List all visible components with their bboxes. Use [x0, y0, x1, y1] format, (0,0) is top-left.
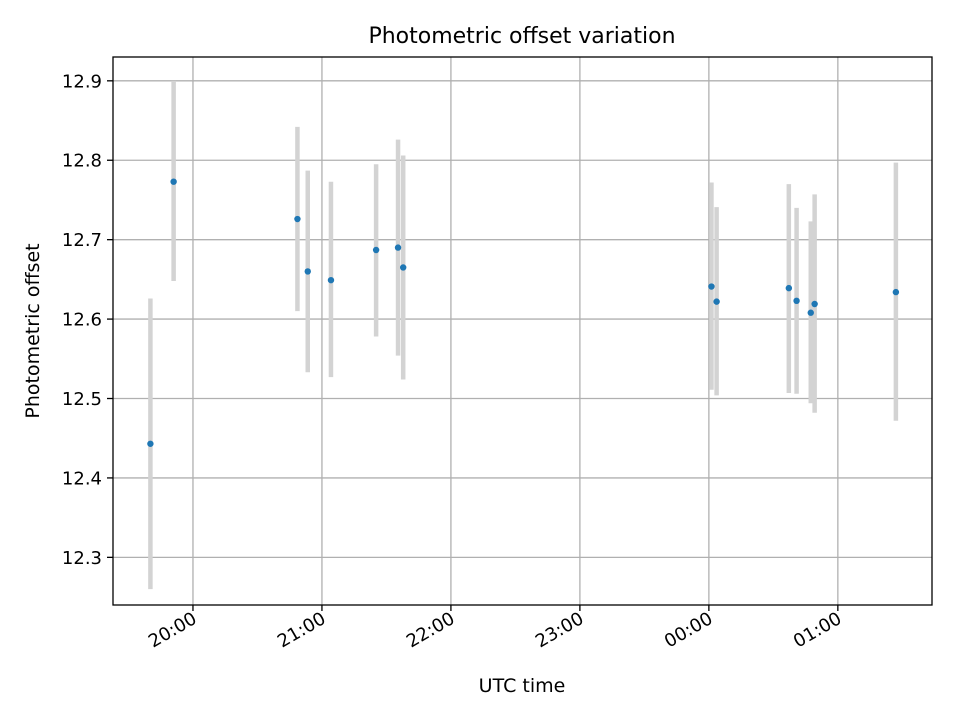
data-point	[807, 309, 814, 316]
plot-area-frame	[112, 56, 933, 606]
data-points	[147, 178, 900, 447]
y-tick-label: 12.9	[62, 71, 102, 92]
y-tick-label: 12.3	[62, 548, 102, 569]
data-point	[294, 215, 301, 223]
data-point	[327, 276, 335, 284]
data-point	[304, 268, 311, 275]
data-point	[170, 178, 177, 185]
x-axis-label: UTC time	[479, 675, 566, 697]
data-point	[713, 298, 720, 305]
data-point	[811, 300, 818, 308]
data-point	[892, 288, 900, 296]
y-tick-label: 12.6	[62, 310, 102, 331]
y-axis-label: Photometric offset	[22, 243, 44, 418]
data-point	[394, 244, 402, 251]
grid	[113, 57, 932, 605]
data-point	[372, 246, 380, 254]
data-point	[399, 264, 407, 271]
data-point	[785, 284, 793, 292]
chart-title: Photometric offset variation	[368, 24, 675, 49]
y-tick-label: 12.7	[62, 230, 102, 251]
data-point	[147, 440, 154, 447]
y-axis: 12.3 12.4 12.5 12.6 12.7 12.8 12.9	[62, 71, 113, 569]
data-point	[793, 297, 800, 305]
data-point	[708, 283, 715, 290]
y-tick-label: 12.8	[62, 151, 102, 172]
y-tick-label: 12.4	[62, 468, 102, 489]
y-tick-label: 12.5	[62, 389, 102, 410]
